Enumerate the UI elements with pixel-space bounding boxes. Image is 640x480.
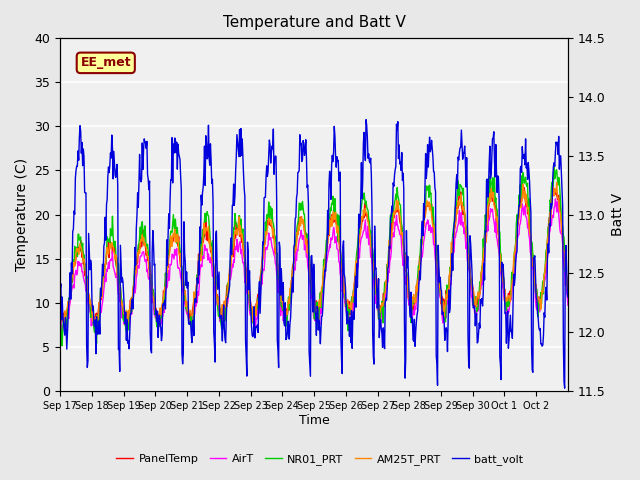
AirT [367,254,374,260]
Line: batt_volt: batt_volt [60,120,568,388]
Text: EE_met: EE_met [81,56,131,69]
AirT [116,298,124,303]
AirT [61,332,68,337]
AM25T_PRT [553,180,561,185]
batt_volt [396,142,403,148]
Line: AM25T_PRT: AM25T_PRT [60,182,568,326]
batt_volt [362,117,370,122]
AM25T_PRT [564,278,572,284]
PanelTemp [122,321,130,327]
AM25T_PRT [254,300,262,305]
Y-axis label: Batt V: Batt V [611,193,625,236]
PanelTemp [367,240,374,245]
AirT [396,228,403,233]
AM25T_PRT [235,214,243,220]
X-axis label: Time: Time [299,414,330,427]
AirT [552,196,559,202]
NR01_PRT [550,164,558,170]
NR01_PRT [564,284,572,290]
Title: Temperature and Batt V: Temperature and Batt V [223,15,406,30]
AM25T_PRT [116,295,124,301]
batt_volt [253,322,261,328]
batt_volt [209,201,217,207]
batt_volt [367,156,374,161]
NR01_PRT [56,315,64,321]
PanelTemp [116,283,124,289]
NR01_PRT [210,264,218,269]
batt_volt [561,385,568,391]
batt_volt [234,147,242,153]
NR01_PRT [58,343,66,348]
PanelTemp [210,266,218,272]
AM25T_PRT [367,244,374,250]
AirT [235,242,243,248]
AirT [56,324,64,329]
AM25T_PRT [396,209,403,215]
batt_volt [116,369,124,374]
NR01_PRT [367,228,374,233]
PanelTemp [56,309,64,314]
batt_volt [56,288,64,294]
PanelTemp [396,212,403,217]
AM25T_PRT [92,324,100,329]
NR01_PRT [116,283,124,288]
PanelTemp [564,278,572,284]
PanelTemp [254,291,262,297]
NR01_PRT [235,213,243,218]
NR01_PRT [396,201,403,206]
PanelTemp [490,183,497,189]
Y-axis label: Temperature (C): Temperature (C) [15,158,29,271]
PanelTemp [235,219,243,225]
Line: NR01_PRT: NR01_PRT [60,167,568,346]
AirT [210,274,218,280]
Legend: PanelTemp, AirT, NR01_PRT, AM25T_PRT, batt_volt: PanelTemp, AirT, NR01_PRT, AM25T_PRT, ba… [112,450,528,469]
AM25T_PRT [56,302,64,308]
AirT [254,300,262,305]
NR01_PRT [254,295,262,300]
Line: PanelTemp: PanelTemp [60,186,568,324]
batt_volt [564,294,572,300]
Line: AirT: AirT [60,199,568,335]
AirT [564,302,572,308]
AM25T_PRT [210,263,218,268]
